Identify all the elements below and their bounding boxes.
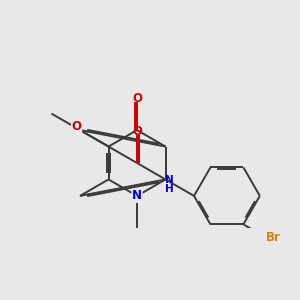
Text: O: O bbox=[132, 92, 142, 105]
Text: N: N bbox=[132, 189, 142, 203]
Text: O: O bbox=[71, 120, 82, 133]
Text: N
H: N H bbox=[165, 175, 173, 194]
Text: O: O bbox=[132, 124, 142, 138]
Text: Br: Br bbox=[266, 231, 280, 244]
